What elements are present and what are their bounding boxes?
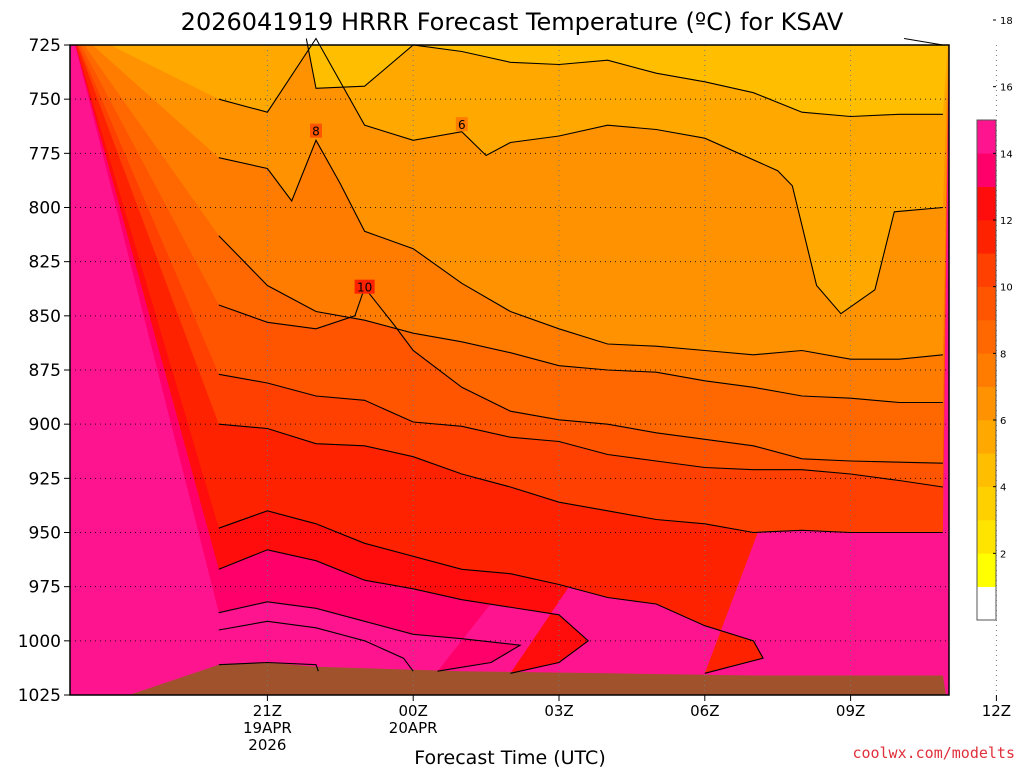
isotherm-line-8 <box>218 235 943 404</box>
contour-label-bg <box>455 117 468 132</box>
y-tick-label: 975 <box>29 578 61 598</box>
colorbar-frame <box>976 119 997 621</box>
y-tick-label: 725 <box>29 36 61 56</box>
isotherm-line-9 <box>218 286 943 464</box>
contour-label: 10 <box>357 281 372 295</box>
colorbar-swatch <box>977 220 996 254</box>
colorbar-label: 4 <box>1000 483 1006 494</box>
colorbar-swatch <box>977 186 996 221</box>
colorbar-swatch <box>977 586 996 621</box>
ground-surface <box>129 662 946 695</box>
y-tick-label: 750 <box>29 90 61 110</box>
y-tick-label: 875 <box>29 361 61 381</box>
y-tick-label: 1000 <box>18 632 61 652</box>
isotherm-line-11 <box>218 423 943 534</box>
isotherm-line-15 <box>218 620 414 672</box>
contour-label: 8 <box>312 125 320 139</box>
colorbar-label: 2 <box>1000 549 1006 560</box>
colorbar-swatch <box>977 520 996 554</box>
isotherm-line-6 <box>218 37 943 315</box>
temperature-band-4 <box>307 45 948 117</box>
colorbar-label: 6 <box>1000 416 1006 427</box>
x-axis-label: Forecast Time (UTC) <box>414 747 605 768</box>
x-tick-label: 09Z <box>836 702 865 720</box>
colorbar-swatch <box>977 253 996 287</box>
x-tick-label: 19APR <box>243 719 292 737</box>
isotherm-lines: 6 8 10 <box>218 37 943 674</box>
y-tick-label: 950 <box>29 524 61 544</box>
colorbar: 24681012141618202224 <box>976 16 1013 621</box>
x-tick-label: 2026 <box>248 736 286 754</box>
colorbar-swatch <box>977 486 996 521</box>
colorbar-label: 14 <box>1000 149 1013 160</box>
colorbar-label: 8 <box>1000 349 1006 360</box>
colorbar-swatch <box>977 153 996 187</box>
colorbar-swatch <box>977 553 996 587</box>
colorbar-swatch <box>977 453 996 487</box>
colorbar-swatch <box>977 320 996 354</box>
temperature-band-5 <box>110 45 949 314</box>
isotherm-line-16 <box>218 661 319 672</box>
colorbar-swatch <box>977 386 996 421</box>
isotherm-line-14 <box>218 601 522 672</box>
colorbar-label: 12 <box>1000 216 1013 227</box>
contour-label: 6 <box>458 118 466 132</box>
isotherm-line-12 <box>218 510 764 674</box>
x-tick-label: 06Z <box>690 702 719 720</box>
colorbar-swatch <box>977 120 996 154</box>
colorbar-label: 18 <box>1000 16 1013 27</box>
x-tick-label: 03Z <box>544 702 573 720</box>
y-tick-label: 800 <box>29 199 61 219</box>
credit-link[interactable]: coolwx.com/modelts <box>852 744 1015 762</box>
y-tick-label: 775 <box>29 144 61 164</box>
isotherm-line-10 <box>218 373 943 488</box>
colorbar-swatch <box>977 286 996 321</box>
y-tick-label: 900 <box>29 415 61 435</box>
isotherm-line-4 <box>904 37 943 46</box>
isotherm-line-7 <box>218 139 943 360</box>
y-tick-label: 925 <box>29 469 61 489</box>
y-tick-label: 850 <box>29 307 61 327</box>
colorbar-label: 16 <box>1000 83 1013 94</box>
colorbar-swatch <box>977 353 996 387</box>
y-tick-label: 825 <box>29 253 61 273</box>
chart-title: 2026041919 HRRR Forecast Temperature (ºC… <box>181 8 844 36</box>
isotherm-line-5 <box>305 38 943 118</box>
colorbar-label: 10 <box>1000 283 1013 294</box>
contour-label-bg <box>310 123 322 138</box>
x-tick-label: 00Z <box>399 702 428 720</box>
axes: 7257507758008258508759009259509751000102… <box>18 36 1011 754</box>
contour-plot-area <box>70 45 949 695</box>
x-tick-label: 12Z <box>982 702 1011 720</box>
isotherm-line-13 <box>218 549 590 674</box>
x-tick-label: 20APR <box>389 719 438 737</box>
contour-label-bg <box>354 279 375 294</box>
y-tick-label: 1025 <box>18 686 61 706</box>
x-tick-label: 21Z <box>253 702 282 720</box>
colorbar-swatch <box>977 420 996 454</box>
